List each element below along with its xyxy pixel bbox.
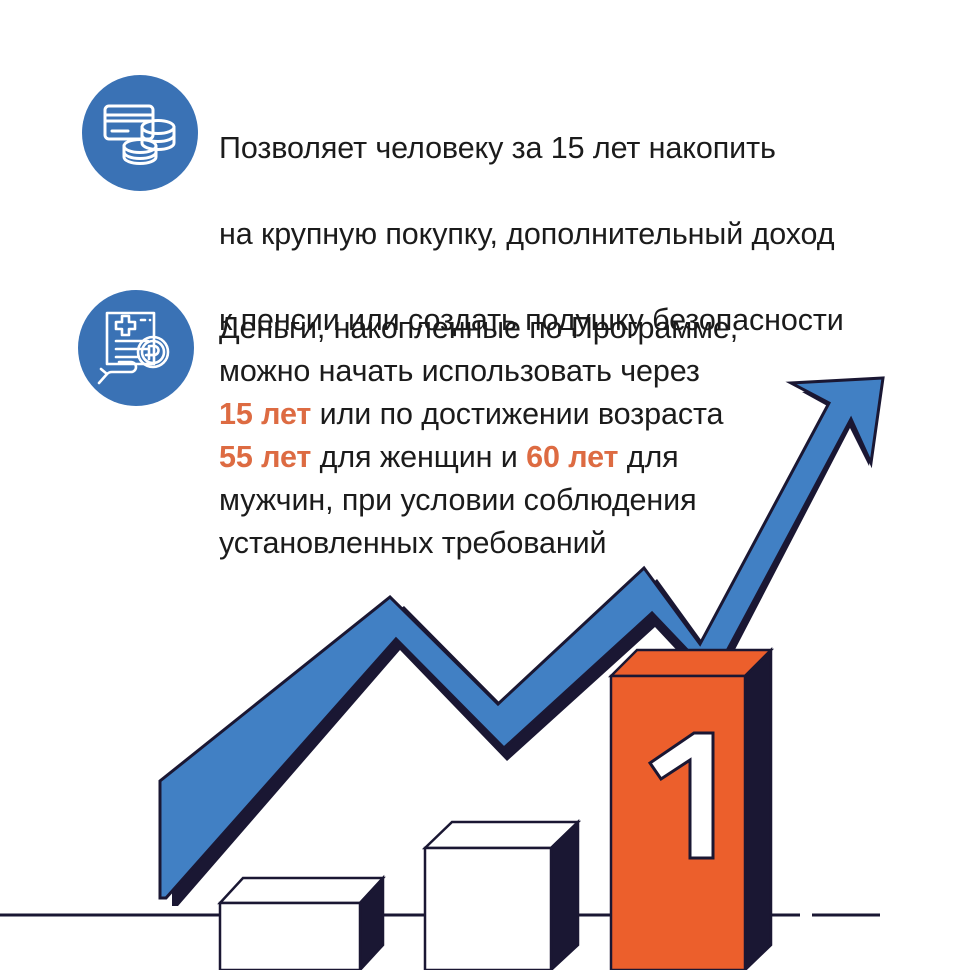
podium-block-2	[421, 819, 582, 970]
usage-seg-3: для женщин и	[311, 440, 527, 474]
savings-paragraph: Позволяет человеку за 15 лет накопить на…	[219, 84, 919, 385]
growth-arrow-body	[158, 376, 885, 900]
savings-line-1: Позволяет человеку за 15 лет накопить	[219, 131, 776, 165]
usage-highlight-55-let: 55 лет	[219, 440, 312, 474]
savings-line-2: на крупную покупку, дополнительный доход	[219, 217, 835, 251]
winner-bar	[607, 646, 775, 970]
usage-seg-4: для мужчин, при условии соблюдения устан…	[219, 440, 697, 560]
podium-block-3-top-face	[217, 876, 386, 905]
usage-paragraph: Деньги, накопленные по Программе, можно …	[219, 264, 839, 565]
winner-bar-side	[743, 646, 773, 970]
card-coins-icon	[82, 75, 198, 191]
usage-highlight-15-let: 15 лет	[219, 397, 312, 431]
podium-block-3	[217, 874, 386, 970]
podium-block-2-side	[549, 819, 580, 970]
winner-bar-number-1	[647, 731, 715, 860]
hand-document-ruble-icon-glyph	[97, 311, 170, 385]
usage-highlight-60-let: 60 лет	[526, 440, 619, 474]
winner-bar-top-face	[607, 648, 775, 678]
hand-document-ruble-icon	[78, 290, 194, 406]
podium-block-3-front	[218, 901, 362, 970]
podium-block-2-front	[423, 846, 553, 970]
usage-seg-1: Деньги, накопленные по Программе, можно …	[219, 311, 739, 388]
card-coins-icon-glyph	[103, 104, 176, 165]
usage-seg-2: или по достижении возраста	[319, 397, 724, 431]
winner-bar-front	[609, 674, 747, 970]
savings-line-3: к пенсии или создать подушку безопасност…	[219, 303, 844, 337]
growth-arrow	[158, 376, 885, 906]
